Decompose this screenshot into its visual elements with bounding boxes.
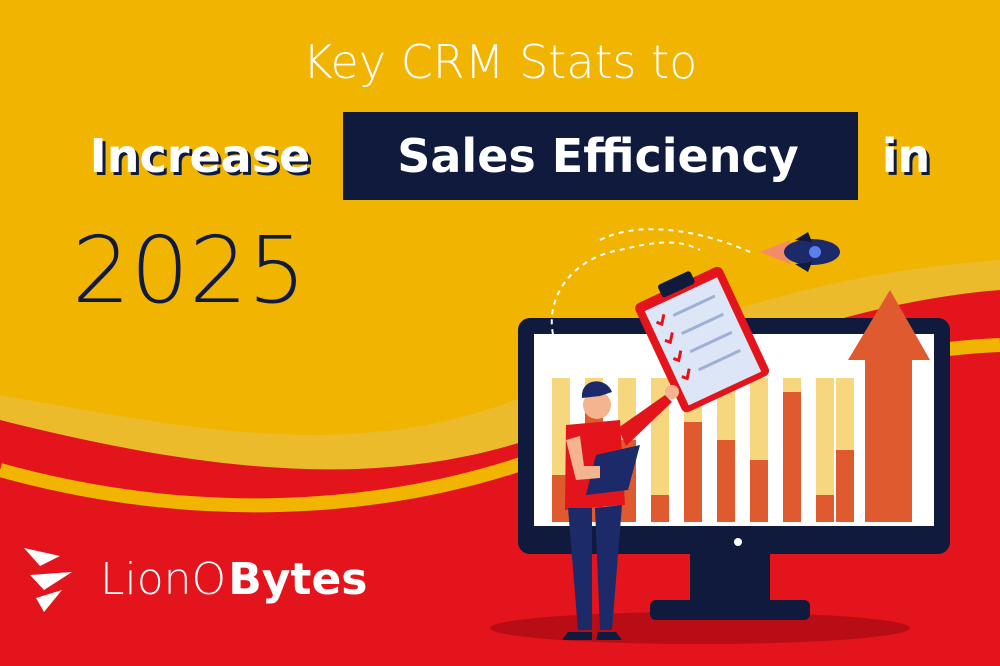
logo-icon bbox=[24, 548, 72, 612]
monitor-button bbox=[734, 538, 742, 546]
clipboard bbox=[635, 266, 769, 413]
title-before: Increase bbox=[90, 129, 311, 183]
highlight-box bbox=[343, 112, 858, 200]
title-highlight: Sales Efficiency bbox=[397, 129, 799, 183]
illustration bbox=[490, 228, 950, 644]
dash-path-2 bbox=[599, 228, 751, 253]
monitor-base bbox=[650, 600, 810, 620]
rocket bbox=[760, 232, 840, 272]
dash-path bbox=[550, 241, 701, 371]
title-line1: Key CRM Stats to bbox=[303, 35, 698, 89]
title-after: in bbox=[882, 129, 931, 183]
logo: LionO Bytes bbox=[24, 548, 367, 612]
shadow bbox=[490, 612, 910, 644]
title-after-shadow: in bbox=[885, 132, 934, 186]
arrow bbox=[848, 290, 930, 522]
person bbox=[562, 381, 679, 640]
title-year: 2025 bbox=[72, 217, 306, 324]
title-before-shadow: Increase bbox=[93, 132, 314, 186]
logo-bold: Bytes bbox=[228, 554, 367, 605]
logo-light: LionO bbox=[100, 554, 226, 605]
